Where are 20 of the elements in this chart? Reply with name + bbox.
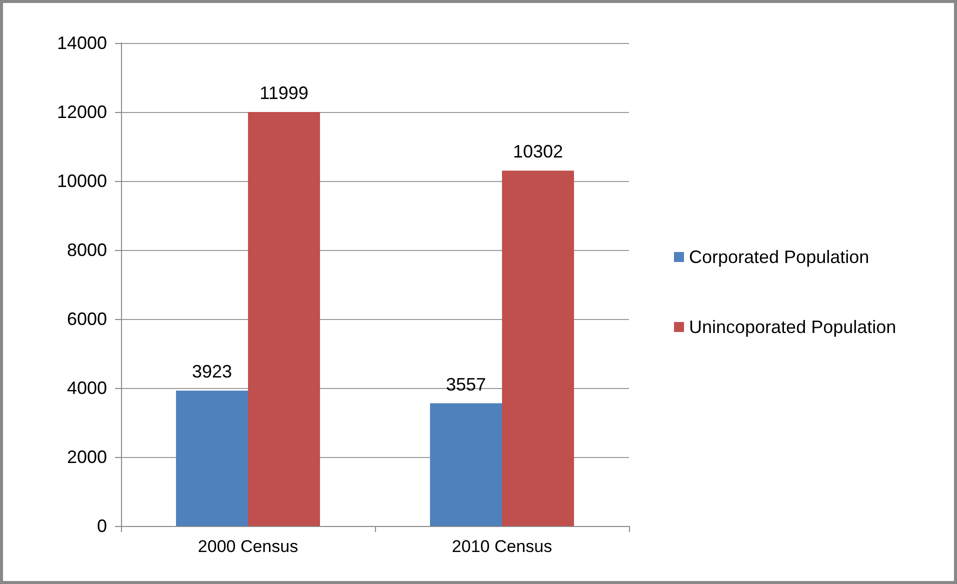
x-tick-label: 2000 Census [198,537,298,556]
legend-label: Unincoporated Population [689,317,896,337]
y-tick-label: 12000 [56,102,107,122]
bar [248,112,320,526]
data-label: 10302 [512,142,564,162]
y-tick-label: 2000 [66,447,107,467]
bar [176,390,248,526]
bar [430,403,502,526]
data-label: 11999 [260,83,308,104]
y-tick-label: 6000 [66,309,107,329]
data-label: 3557 [446,374,486,394]
y-tick-label: 14000 [56,33,107,53]
legend-label: Corporated Population [689,247,870,267]
y-tick-label: 0 [96,516,107,536]
data-label: 3923 [192,362,232,382]
y-tick-label: 4000 [66,378,107,398]
y-tick-label: 10000 [56,171,107,191]
bar [502,170,574,526]
y-tick-label: 8000 [66,240,107,260]
x-tick-label: 2010 Census [452,537,552,556]
